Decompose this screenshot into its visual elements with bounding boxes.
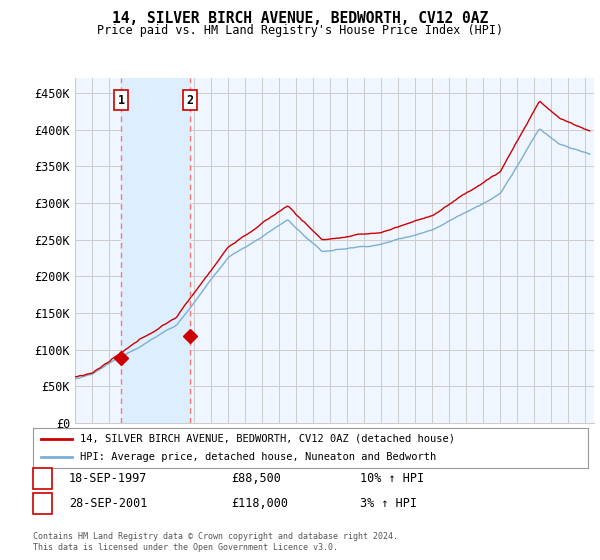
Text: £88,500: £88,500 xyxy=(231,472,281,485)
Text: 2: 2 xyxy=(39,497,46,510)
Text: 18-SEP-1997: 18-SEP-1997 xyxy=(69,472,148,485)
Text: 10% ↑ HPI: 10% ↑ HPI xyxy=(360,472,424,485)
Text: 1: 1 xyxy=(39,472,46,485)
Text: Price paid vs. HM Land Registry's House Price Index (HPI): Price paid vs. HM Land Registry's House … xyxy=(97,24,503,36)
Bar xyxy=(121,78,190,423)
Text: 3% ↑ HPI: 3% ↑ HPI xyxy=(360,497,417,510)
Text: HPI: Average price, detached house, Nuneaton and Bedworth: HPI: Average price, detached house, Nune… xyxy=(80,452,436,462)
Text: 14, SILVER BIRCH AVENUE, BEDWORTH, CV12 0AZ: 14, SILVER BIRCH AVENUE, BEDWORTH, CV12 … xyxy=(112,11,488,26)
Text: This data is licensed under the Open Government Licence v3.0.: This data is licensed under the Open Gov… xyxy=(33,543,338,552)
Text: Contains HM Land Registry data © Crown copyright and database right 2024.: Contains HM Land Registry data © Crown c… xyxy=(33,532,398,541)
Text: 2: 2 xyxy=(186,94,193,107)
Text: 14, SILVER BIRCH AVENUE, BEDWORTH, CV12 0AZ (detached house): 14, SILVER BIRCH AVENUE, BEDWORTH, CV12 … xyxy=(80,434,455,444)
Text: 1: 1 xyxy=(118,94,125,107)
Text: 28-SEP-2001: 28-SEP-2001 xyxy=(69,497,148,510)
Text: £118,000: £118,000 xyxy=(231,497,288,510)
